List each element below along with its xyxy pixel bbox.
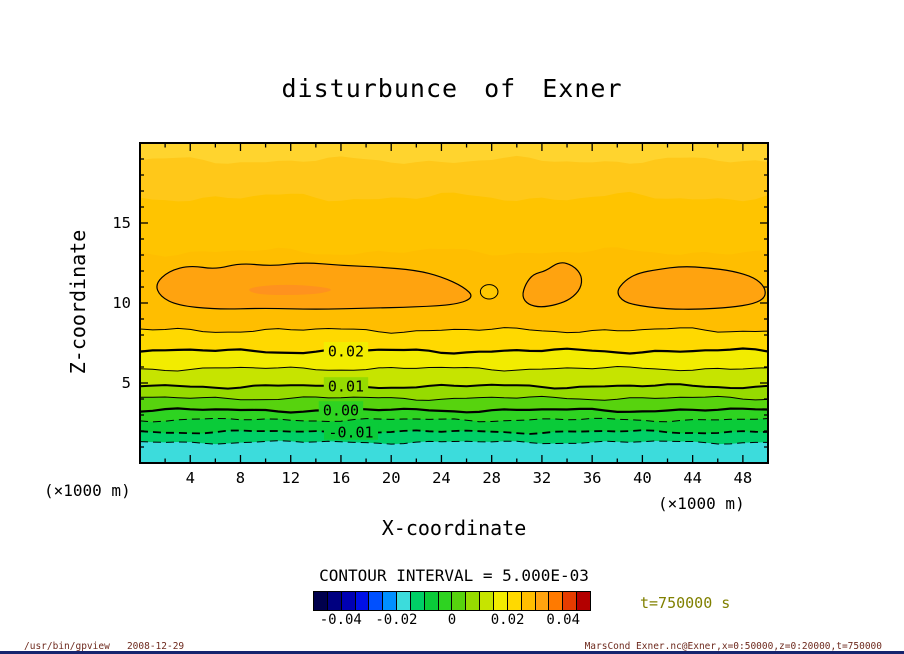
middle-high-blob bbox=[522, 262, 583, 308]
z-axis-unit: (×1000 m) bbox=[44, 481, 131, 500]
contour-label: 0.01 bbox=[328, 378, 364, 396]
x-tick-label: 20 bbox=[382, 469, 401, 487]
colorbar-tick-label: -0.04 bbox=[319, 612, 362, 628]
colorbar-segment bbox=[480, 592, 494, 610]
x-axis-label: X-coordinate bbox=[381, 516, 527, 540]
footer-command: /usr/bin/gpview 2008-12-29 bbox=[24, 641, 185, 652]
contour-line-0 bbox=[140, 407, 768, 414]
colorbar-segment bbox=[535, 592, 550, 610]
contour-plot: 0.020.010.00-0.014 8 12 16 20 24 28 32 36 40 44 485… bbox=[112, 142, 769, 487]
colorbar-segment bbox=[466, 592, 481, 610]
colorbar-segment bbox=[355, 592, 370, 610]
x-tick-label: 28 bbox=[482, 469, 501, 487]
colorbar-segment bbox=[410, 592, 425, 610]
contour-line--0.005 bbox=[140, 417, 768, 423]
colorbar-tick-label: 0.04 bbox=[546, 612, 581, 628]
x-tick-label: 16 bbox=[332, 469, 351, 487]
colorbar-labels: -0.04 -0.02 0 0.02 0.04 bbox=[313, 612, 591, 630]
colorbar-segment bbox=[563, 592, 578, 610]
contour-interval-note: CONTOUR INTERVAL = 5.000E-03 bbox=[319, 566, 589, 585]
colorbar-segment bbox=[438, 592, 453, 610]
time-label: t=750000 s bbox=[640, 594, 731, 612]
contour-label: 0.00 bbox=[323, 402, 359, 420]
plot-frame bbox=[139, 142, 769, 464]
z-tick-label: 10 bbox=[112, 294, 131, 312]
colorbar-segment bbox=[397, 592, 411, 610]
colorbar-segment bbox=[314, 592, 328, 610]
left-high-blob bbox=[156, 262, 472, 310]
contour-label: -0.01 bbox=[328, 423, 373, 441]
contour-line-0.01 bbox=[140, 383, 768, 390]
colorbar-tick-label: 0.02 bbox=[490, 612, 525, 628]
contour-line-0.005 bbox=[140, 395, 768, 401]
colorbar-segment bbox=[452, 592, 467, 610]
colorbar-segment bbox=[369, 592, 384, 610]
contour-line-0.025 bbox=[140, 327, 768, 334]
colorbar-segment bbox=[521, 592, 536, 610]
x-tick-label: 8 bbox=[236, 469, 245, 487]
colorbar-segment bbox=[493, 592, 508, 610]
colorbar-segment bbox=[549, 592, 564, 610]
x-tick-label: 32 bbox=[533, 469, 552, 487]
colorbar-segment bbox=[424, 592, 439, 610]
bottom-edge-bar bbox=[0, 651, 904, 654]
x-tick-label: 12 bbox=[281, 469, 300, 487]
x-tick-label: 4 bbox=[186, 469, 195, 487]
z-tick-label: 5 bbox=[122, 374, 131, 392]
x-tick-label: 44 bbox=[683, 469, 702, 487]
contour-line-0.02 bbox=[140, 347, 768, 355]
x-axis-unit: (×1000 m) bbox=[658, 494, 745, 513]
colorbar-tick-label: 0 bbox=[447, 612, 457, 628]
x-tick-label: 40 bbox=[633, 469, 652, 487]
colorbar bbox=[313, 591, 591, 611]
x-tick-label: 36 bbox=[583, 469, 602, 487]
small-dot-blob bbox=[479, 284, 499, 300]
colorbar-tick-label: -0.02 bbox=[375, 612, 418, 628]
chart-title: disturbunce of Exner bbox=[281, 74, 623, 103]
colorbar-segment bbox=[507, 592, 522, 610]
z-tick-label: 15 bbox=[112, 214, 131, 232]
contour-line-0.015 bbox=[140, 365, 768, 372]
x-tick-label: 48 bbox=[734, 469, 753, 487]
left-blob-core bbox=[249, 284, 331, 295]
colorbar-segment bbox=[327, 592, 342, 610]
x-tick-label: 24 bbox=[432, 469, 451, 487]
colorbar-segment bbox=[383, 592, 398, 610]
contour-line--0.01 bbox=[140, 429, 768, 435]
colorbar-segment bbox=[577, 592, 590, 610]
footer-file-info: MarsCond_Exner.nc@Exner,x=0:50000,z=0:20… bbox=[584, 641, 882, 652]
colorbar-segment bbox=[341, 592, 356, 610]
contour-fills: 0.02 0.01 0.00 -0.01 bbox=[140, 143, 768, 463]
contour-label: 0.02 bbox=[328, 343, 364, 361]
right-high-blob bbox=[617, 266, 766, 310]
contour-line--0.015 bbox=[140, 440, 768, 445]
z-axis-label: Z-coordinate bbox=[66, 229, 90, 375]
